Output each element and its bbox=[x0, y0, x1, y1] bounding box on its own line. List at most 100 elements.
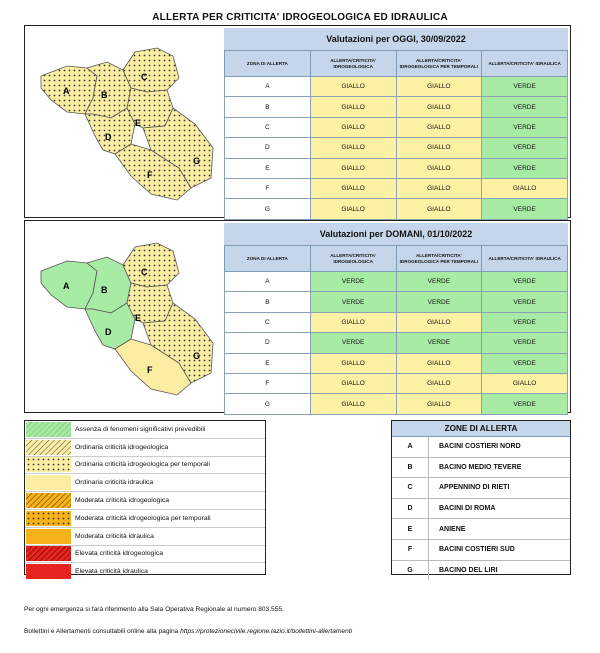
tomorrow-rows: A VERDE VERDE VERDE B VERDE VERDE VERDE C GIALLO G… bbox=[224, 270, 568, 415]
idrogeologica-cell: GIALLO bbox=[309, 96, 397, 118]
zone-cell: G bbox=[224, 198, 311, 220]
map-label-a: A bbox=[63, 86, 70, 96]
map-label-a: A bbox=[63, 281, 70, 291]
map-label-f: F bbox=[147, 170, 153, 180]
idraulica-cell: VERDE bbox=[481, 332, 568, 354]
page-title: ALLERTA PER CRITICITA' IDROGEOLOGICA ED … bbox=[152, 12, 448, 23]
map-label-f: F bbox=[147, 365, 153, 375]
zone-cell: F bbox=[224, 372, 311, 395]
legend-item: Moderata criticità idrogeologica bbox=[25, 492, 265, 510]
zone-name: BACINO MEDIO TEVERE bbox=[439, 463, 522, 471]
zone-cell: E bbox=[224, 352, 311, 374]
zone-row: G BACINO DEL LIRI bbox=[392, 560, 570, 581]
table-row: F GIALLO GIALLO GIALLO bbox=[224, 177, 568, 200]
bulletin-link[interactable]: https://protezionecivile.regione.lazio.i… bbox=[180, 628, 353, 635]
zone-row: B BACINO MEDIO TEVERE bbox=[392, 457, 570, 479]
tomorrow-panel: A B C D E F G Valutazioni per DOMANI, 01… bbox=[24, 220, 571, 415]
table-row: C GIALLO GIALLO VERDE bbox=[224, 116, 568, 139]
zone-cell: A bbox=[224, 75, 311, 98]
temporali-cell: VERDE bbox=[395, 332, 483, 354]
legend-label: Assenza di fenomeni significativi preved… bbox=[75, 425, 206, 433]
legend-swatch bbox=[26, 528, 71, 544]
idraulica-cell: VERDE bbox=[481, 157, 568, 179]
zone-name: ANIENE bbox=[439, 525, 466, 533]
idraulica-cell: VERDE bbox=[481, 291, 568, 313]
zone-cell: F bbox=[224, 177, 311, 200]
idrogeologica-cell: GIALLO bbox=[309, 177, 397, 200]
today-table-wrap: Valutazioni per OGGI, 30/09/2022 ZONA DI… bbox=[224, 28, 568, 220]
temporali-cell: GIALLO bbox=[395, 177, 483, 200]
map-label-e: E bbox=[135, 118, 141, 128]
tomorrow-table-wrap: Valutazioni per DOMANI, 01/10/2022 ZONA … bbox=[224, 223, 568, 415]
legend-item: Assenza di fenomeni significativi preved… bbox=[25, 421, 265, 439]
idraulica-cell: VERDE bbox=[481, 393, 568, 415]
map-label-b: B bbox=[101, 285, 108, 295]
legend-item: Ordinaria criticità idrogeologica per te… bbox=[25, 457, 265, 475]
zone-g-area bbox=[142, 302, 214, 384]
temporali-cell: VERDE bbox=[395, 291, 483, 313]
zone-letter: F bbox=[392, 539, 429, 560]
zone-letter: E bbox=[392, 519, 429, 539]
zone-row: D BACINI DI ROMA bbox=[392, 498, 570, 520]
idraulica-cell: VERDE bbox=[481, 311, 568, 334]
map-label-e: E bbox=[135, 313, 141, 323]
idraulica-cell: GIALLO bbox=[481, 177, 568, 200]
idrogeologica-cell: GIALLO bbox=[309, 198, 397, 220]
zones-list: ZONE DI ALLERTA A BACINI COSTIERI NORD B BA… bbox=[391, 420, 571, 581]
idrogeologica-cell: VERDE bbox=[309, 332, 397, 354]
idrogeologica-cell: GIALLO bbox=[309, 372, 397, 395]
map-label-d: D bbox=[105, 327, 112, 337]
legend-label: Elevata criticità idrogeologica bbox=[75, 550, 164, 558]
zone-cell: B bbox=[224, 96, 311, 118]
idraulica-cell: VERDE bbox=[481, 352, 568, 374]
table-row: G GIALLO GIALLO VERDE bbox=[224, 198, 568, 220]
table-row: B VERDE VERDE VERDE bbox=[224, 291, 568, 313]
zone-c-area bbox=[122, 47, 180, 93]
today-heading: Valutazioni per OGGI, 30/09/2022 bbox=[224, 28, 568, 51]
lazio-map-tomorrow: A B C D E F G bbox=[40, 242, 214, 396]
map-label-g: G bbox=[193, 351, 200, 361]
temporali-cell: GIALLO bbox=[395, 137, 483, 159]
table-row: A GIALLO GIALLO VERDE bbox=[224, 75, 568, 98]
tomorrow-heading: Valutazioni per DOMANI, 01/10/2022 bbox=[224, 223, 568, 246]
legend-swatch bbox=[26, 439, 71, 455]
temporali-cell: GIALLO bbox=[395, 96, 483, 118]
idraulica-cell: VERDE bbox=[481, 96, 568, 118]
map-label-g: G bbox=[193, 156, 200, 166]
col-zone: ZONA DI ALLERTA bbox=[224, 245, 311, 272]
zone-cell: D bbox=[224, 137, 311, 159]
temporali-cell: GIALLO bbox=[395, 157, 483, 179]
legend-label: Elevata criticità idraulica bbox=[75, 568, 148, 576]
legend-item: Ordinaria criticità idrogeologica bbox=[25, 439, 265, 457]
idrogeologica-cell: GIALLO bbox=[309, 311, 397, 334]
zone-cell: A bbox=[224, 270, 311, 293]
today-rows: A GIALLO GIALLO VERDE B GIALLO GIALLO VERDE C GIA… bbox=[224, 75, 568, 220]
zone-e-area bbox=[126, 87, 174, 129]
legend-item: Ordinaria criticità idraulica bbox=[25, 474, 265, 493]
zone-cell: B bbox=[224, 291, 311, 313]
table-row: G GIALLO GIALLO VERDE bbox=[224, 393, 568, 415]
table-row: C GIALLO GIALLO VERDE bbox=[224, 311, 568, 334]
zone-letter: B bbox=[392, 457, 429, 478]
legend-swatch bbox=[26, 546, 71, 562]
col-idrogeologica: ALLERTA/CRITICITA' IDROGEOLOGICA bbox=[309, 245, 397, 272]
zone-d-area bbox=[84, 107, 136, 155]
zone-row: C APPENNINO DI RIETI bbox=[392, 478, 570, 499]
table-row: D GIALLO GIALLO VERDE bbox=[224, 137, 568, 159]
zone-letter: G bbox=[392, 560, 429, 581]
map-label-c: C bbox=[141, 267, 148, 277]
idrogeologica-cell: GIALLO bbox=[309, 116, 397, 139]
temporali-cell: GIALLO bbox=[395, 116, 483, 139]
col-idrogeologica: ALLERTA/CRITICITA' IDROGEOLOGICA bbox=[309, 50, 397, 77]
idraulica-cell: VERDE bbox=[481, 116, 568, 139]
zone-cell: C bbox=[224, 311, 311, 334]
zone-row: E ANIENE bbox=[392, 519, 570, 540]
zone-name: BACINI COSTIERI SUD bbox=[439, 546, 515, 554]
temporali-cell: GIALLO bbox=[395, 393, 483, 415]
temporali-cell: GIALLO bbox=[395, 198, 483, 220]
tomorrow-table: ZONA DI ALLERTA ALLERTA/CRITICITA' IDROG… bbox=[224, 245, 568, 415]
map-label-c: C bbox=[141, 72, 148, 82]
zone-name: BACINI COSTIERI NORD bbox=[439, 443, 521, 451]
legend-label: Moderata criticità idraulica bbox=[75, 532, 154, 540]
table-row: E GIALLO GIALLO VERDE bbox=[224, 352, 568, 374]
